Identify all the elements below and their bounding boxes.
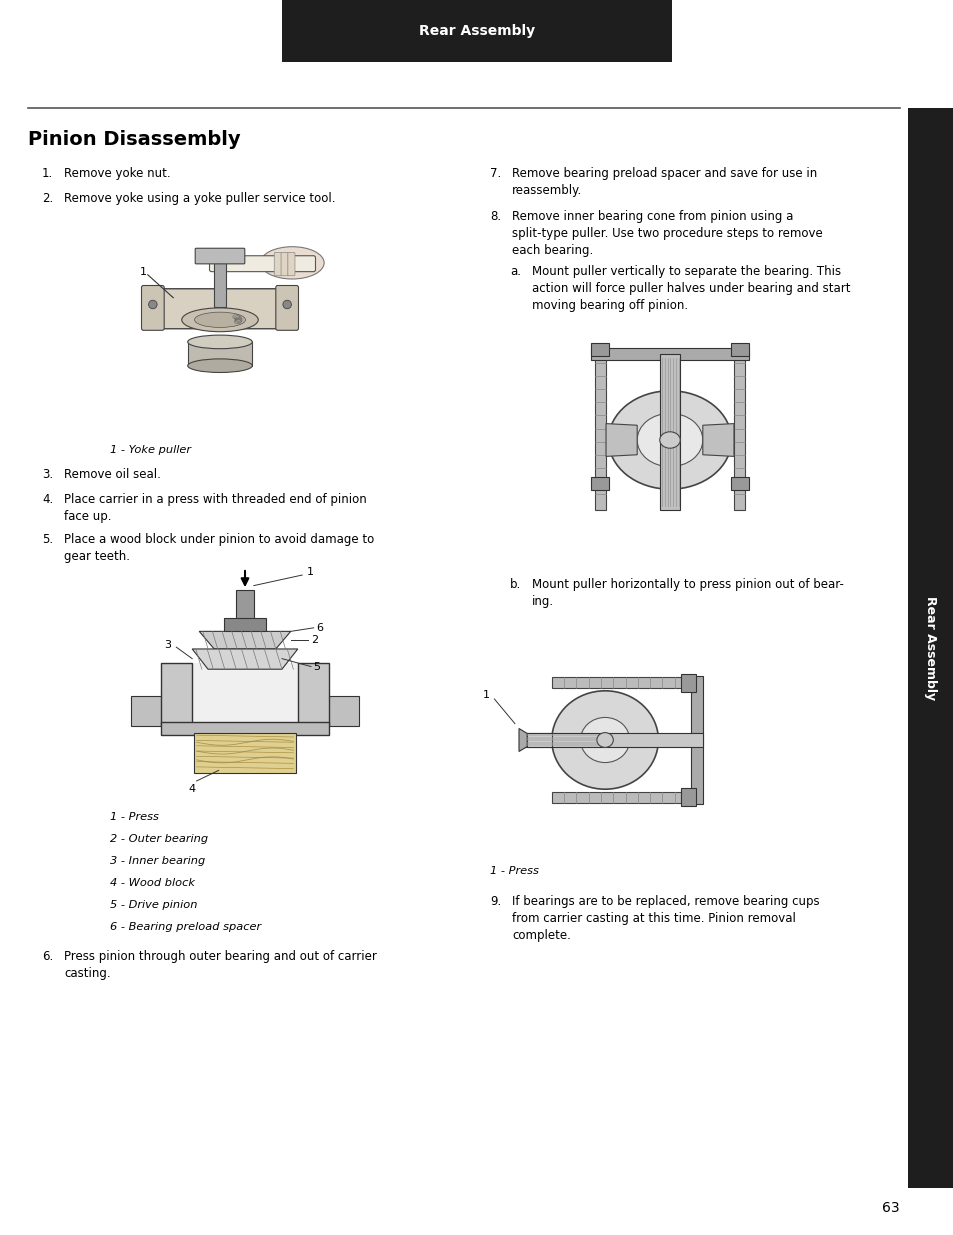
Text: 2 - Outer bearing: 2 - Outer bearing [110, 834, 208, 844]
FancyBboxPatch shape [282, 0, 671, 62]
Text: 63: 63 [882, 1200, 899, 1215]
Text: Remove oil seal.: Remove oil seal. [64, 468, 161, 480]
FancyBboxPatch shape [680, 788, 696, 806]
FancyBboxPatch shape [192, 663, 297, 725]
Ellipse shape [608, 390, 731, 489]
FancyBboxPatch shape [161, 722, 328, 735]
FancyBboxPatch shape [326, 695, 359, 726]
Ellipse shape [149, 300, 157, 309]
Text: 3.: 3. [42, 468, 53, 480]
Text: 3: 3 [164, 640, 171, 650]
Text: 5.: 5. [42, 534, 53, 546]
Ellipse shape [579, 718, 629, 762]
FancyBboxPatch shape [141, 285, 164, 330]
FancyBboxPatch shape [153, 289, 287, 329]
Text: Remove yoke using a yoke puller service tool.: Remove yoke using a yoke puller service … [64, 191, 335, 205]
Text: Remove yoke nut.: Remove yoke nut. [64, 167, 171, 180]
FancyBboxPatch shape [188, 342, 252, 366]
FancyBboxPatch shape [224, 619, 266, 631]
Text: 2: 2 [311, 635, 317, 645]
Ellipse shape [182, 308, 258, 332]
FancyBboxPatch shape [733, 346, 744, 510]
Polygon shape [199, 631, 291, 648]
Ellipse shape [551, 690, 658, 789]
FancyBboxPatch shape [691, 676, 702, 804]
Text: If bearings are to be replaced, remove bearing cups
from carrier casting at this: If bearings are to be replaced, remove b… [512, 895, 819, 942]
Ellipse shape [188, 335, 252, 348]
FancyBboxPatch shape [281, 252, 288, 275]
Text: 7.: 7. [490, 167, 500, 180]
Text: 1 - Press: 1 - Press [490, 866, 538, 876]
FancyBboxPatch shape [522, 734, 702, 747]
Text: Remove bearing preload spacer and save for use in
reassembly.: Remove bearing preload spacer and save f… [512, 167, 817, 198]
Text: 6: 6 [316, 622, 323, 632]
Text: b.: b. [510, 578, 520, 592]
Text: Mount puller vertically to separate the bearing. This
action will force puller h: Mount puller vertically to separate the … [532, 266, 850, 312]
Text: Place carrier in a press with threaded end of pinion
face up.: Place carrier in a press with threaded e… [64, 493, 366, 522]
Text: 5 - Drive pinion: 5 - Drive pinion [110, 900, 197, 910]
Text: Pinion Disassembly: Pinion Disassembly [28, 130, 240, 149]
FancyBboxPatch shape [907, 107, 953, 1188]
FancyBboxPatch shape [730, 477, 748, 490]
Ellipse shape [260, 247, 324, 279]
Ellipse shape [283, 300, 291, 309]
Text: 1 - Press: 1 - Press [110, 811, 159, 823]
Text: 4 - Wood block: 4 - Wood block [110, 878, 194, 888]
Text: 6.: 6. [42, 950, 53, 963]
Ellipse shape [597, 732, 613, 747]
FancyBboxPatch shape [274, 252, 281, 275]
FancyBboxPatch shape [193, 734, 295, 773]
Text: a.: a. [510, 266, 520, 278]
Text: 6 - Bearing preload spacer: 6 - Bearing preload spacer [110, 923, 261, 932]
Polygon shape [527, 734, 551, 747]
FancyBboxPatch shape [591, 477, 609, 490]
Text: 1: 1 [306, 567, 314, 578]
FancyBboxPatch shape [213, 261, 226, 308]
Text: Place a wood block under pinion to avoid damage to
gear teeth.: Place a wood block under pinion to avoid… [64, 534, 374, 563]
FancyBboxPatch shape [730, 343, 748, 357]
Text: 1: 1 [483, 690, 490, 700]
FancyBboxPatch shape [551, 792, 682, 803]
FancyBboxPatch shape [161, 663, 192, 725]
Text: 1 - Yoke puller: 1 - Yoke puller [110, 445, 191, 454]
FancyBboxPatch shape [591, 343, 609, 357]
FancyBboxPatch shape [659, 354, 679, 510]
Ellipse shape [659, 432, 679, 448]
Polygon shape [192, 648, 297, 669]
Text: Press pinion through outer bearing and out of carrier
casting.: Press pinion through outer bearing and o… [64, 950, 376, 981]
Text: 3 - Inner bearing: 3 - Inner bearing [110, 856, 205, 866]
Text: Rear Assembly: Rear Assembly [923, 597, 937, 700]
FancyBboxPatch shape [680, 673, 696, 692]
Text: 9.: 9. [490, 895, 500, 908]
Ellipse shape [637, 414, 702, 467]
FancyBboxPatch shape [236, 590, 253, 621]
Ellipse shape [188, 359, 252, 373]
Text: 4.: 4. [42, 493, 53, 506]
Text: 8.: 8. [490, 210, 500, 224]
Text: 2.: 2. [42, 191, 53, 205]
Polygon shape [702, 424, 733, 457]
FancyBboxPatch shape [195, 248, 245, 264]
FancyBboxPatch shape [551, 677, 682, 688]
Polygon shape [518, 729, 527, 751]
Text: 4: 4 [189, 783, 195, 794]
Ellipse shape [194, 312, 245, 327]
FancyBboxPatch shape [275, 285, 298, 330]
Text: 1: 1 [140, 267, 147, 277]
Polygon shape [605, 424, 637, 457]
Text: Mount puller horizontally to press pinion out of bear-
ing.: Mount puller horizontally to press pinio… [532, 578, 843, 608]
Text: Remove inner bearing cone from pinion using a
split-type puller. Use two procedu: Remove inner bearing cone from pinion us… [512, 210, 821, 257]
FancyBboxPatch shape [210, 256, 315, 272]
FancyBboxPatch shape [288, 252, 294, 275]
FancyBboxPatch shape [297, 663, 328, 725]
FancyBboxPatch shape [131, 695, 164, 726]
Text: 5: 5 [314, 662, 320, 672]
FancyBboxPatch shape [594, 346, 605, 510]
Text: Rear Assembly: Rear Assembly [418, 23, 535, 38]
Text: 1.: 1. [42, 167, 53, 180]
FancyBboxPatch shape [591, 348, 748, 359]
